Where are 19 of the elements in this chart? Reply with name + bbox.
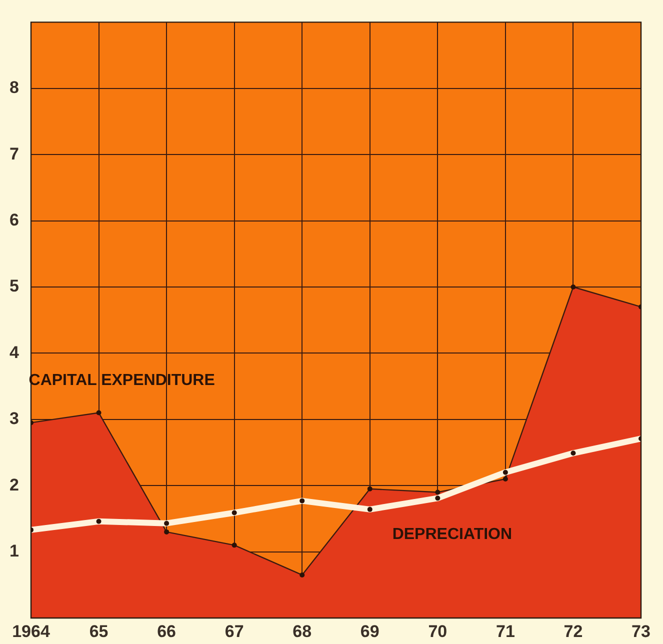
x-tick-label: 68 [292,622,312,641]
x-tick-label: 71 [496,622,515,641]
y-tick-label: 7 [10,144,19,164]
x-tick-label: 70 [428,622,448,641]
x-tick-label: 65 [89,622,108,641]
x-tick-label: 69 [360,622,380,641]
x-tick-label: 66 [157,622,176,641]
x-tick-label: 67 [224,622,244,641]
annotation: DEPRECIATION [392,526,512,544]
y-tick-label: 8 [10,78,19,98]
y-tick-label: 1 [10,541,19,560]
x-tick-label: 1964 [12,622,50,641]
y-tick-label: 2 [10,475,19,494]
y-tick-label: 5 [10,276,19,296]
y-tick-label: 4 [10,342,20,362]
y-tick-label: 6 [10,210,19,230]
y-tick-label: 3 [10,409,19,428]
x-tick-label: 72 [564,622,583,641]
x-tick-label: 73 [632,622,650,641]
